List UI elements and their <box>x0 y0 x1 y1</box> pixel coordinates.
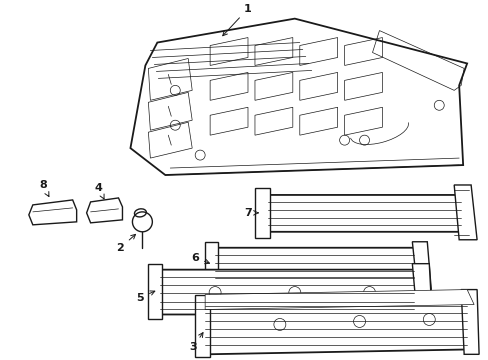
Polygon shape <box>460 289 478 354</box>
Polygon shape <box>198 294 473 354</box>
Polygon shape <box>411 264 431 319</box>
Polygon shape <box>205 289 473 310</box>
Text: 2: 2 <box>116 234 135 253</box>
Polygon shape <box>262 195 466 232</box>
Polygon shape <box>205 242 218 289</box>
Polygon shape <box>148 264 162 319</box>
Polygon shape <box>195 294 210 357</box>
Text: 7: 7 <box>244 208 258 218</box>
Text: 3: 3 <box>189 333 203 352</box>
Text: 5: 5 <box>136 291 155 302</box>
Polygon shape <box>254 188 269 238</box>
Polygon shape <box>411 242 430 289</box>
Polygon shape <box>153 270 419 315</box>
Text: 8: 8 <box>39 180 49 197</box>
Text: 6: 6 <box>191 253 209 264</box>
Text: 1: 1 <box>222 4 251 36</box>
Polygon shape <box>453 185 476 240</box>
Polygon shape <box>210 248 419 285</box>
Polygon shape <box>86 198 122 223</box>
Text: 4: 4 <box>95 183 104 199</box>
Polygon shape <box>130 19 466 175</box>
Polygon shape <box>29 200 77 225</box>
